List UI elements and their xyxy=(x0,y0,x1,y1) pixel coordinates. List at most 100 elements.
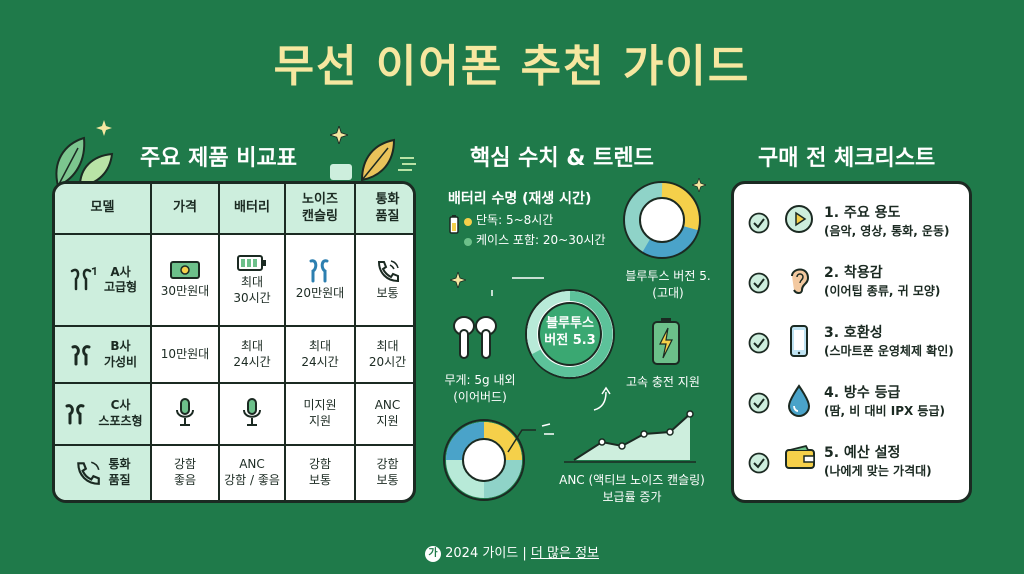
model-label: A사 고급형 xyxy=(103,264,138,295)
checklist-item-title: 2. 착용감 xyxy=(824,265,883,281)
bluetooth-version-small-label: 블루투스 버전 5. (고대) xyxy=(625,269,711,300)
check-circle-icon xyxy=(748,392,770,414)
price-cell: 10만원대 xyxy=(150,325,220,384)
checklist-item-desc: (땀, 비 대비 IPX 등급) xyxy=(824,404,945,418)
sparkle-icon xyxy=(96,120,112,136)
check-circle-icon xyxy=(748,452,770,474)
battery-case-label: 케이스 포함: 20~30시간 xyxy=(476,233,606,247)
model-cell: 통화 품질 xyxy=(55,444,152,500)
bluetooth-version-center-label: 블루투스 버전 5.3 xyxy=(544,316,596,348)
section-title-stats: 핵심 수치 & 트렌드 xyxy=(470,146,654,171)
battery-icon xyxy=(237,255,266,272)
checklist-panel: 1. 주요 용도 (음악, 영상, 통화, 운동) 2. 착용감 (이어팁 종류… xyxy=(731,181,972,503)
anc-adoption-label: ANC (액티브 노이즈 캔슬링) 보급률 증가 xyxy=(559,473,705,504)
connector-line xyxy=(507,423,554,453)
fast-charge-battery-icon xyxy=(652,318,680,365)
table-header-row: 모델 가격 배터리 노이즈 캔슬링 통화 품질 xyxy=(55,184,413,235)
check-circle-icon xyxy=(748,272,770,294)
anc-cell: 강함 보통 xyxy=(284,444,356,500)
price-cell xyxy=(150,381,220,447)
anc-cell: 최대 24시간 xyxy=(284,325,356,384)
money-icon xyxy=(170,260,200,279)
anc-cell: 미지원 지원 xyxy=(284,381,356,447)
battery-single-label: 단독: 5~8시간 xyxy=(476,213,554,227)
sparkle-icon xyxy=(330,126,348,144)
table-header: 노이즈 캔슬링 xyxy=(284,184,356,235)
check-circle-icon xyxy=(748,212,770,234)
sparkle-icon xyxy=(450,272,466,288)
battery-small-icon xyxy=(449,215,459,234)
checklist-item-title: 3. 호환성 xyxy=(824,325,883,341)
battery-cell: 최대 24시간 xyxy=(218,325,286,384)
wallet-icon xyxy=(785,444,815,469)
table-header: 모델 xyxy=(55,184,152,235)
weight-label: 무게: 5g 내외 (이어버드) xyxy=(444,373,516,404)
earbuds-icon xyxy=(65,404,85,425)
checklist-item: 4. 방수 등급 (땀, 비 대비 IPX 등급) xyxy=(744,380,969,438)
checklist-item: 2. 착용감 (이어팁 종류, 귀 모양) xyxy=(744,260,969,318)
bullet-dot-icon xyxy=(464,238,472,246)
model-label: C사 스포츠형 xyxy=(98,398,143,428)
ear-icon xyxy=(791,268,810,294)
microphone-icon xyxy=(176,397,194,426)
battery-life-title: 배터리 수명 (재생 시간) xyxy=(448,191,592,207)
more-info-link[interactable]: 더 많은 정보 xyxy=(530,546,599,561)
checklist-item-title: 1. 주요 용도 xyxy=(824,205,901,221)
footer-text: 2024 가이드 xyxy=(445,546,519,561)
table-header: 배터리 xyxy=(218,184,286,235)
call-cell: 최대 20시간 xyxy=(354,325,413,384)
battery-cell xyxy=(218,381,286,447)
checklist-item-title: 4. 방수 등급 xyxy=(824,385,901,401)
table-row: C사 스포츠형 미지원 지원 ANC 지원 xyxy=(55,381,413,447)
model-label: B사 가성비 xyxy=(103,338,138,369)
anc-adoption-donut xyxy=(443,419,525,501)
call-cell: ANC 지원 xyxy=(354,381,413,447)
table-header: 가격 xyxy=(150,184,220,235)
price-cell: 30만원대 xyxy=(150,232,220,328)
bluetooth-share-donut xyxy=(623,181,701,259)
checklist-item-desc: (이어팁 종류, 귀 모양) xyxy=(824,284,941,298)
comparison-table: 모델 가격 배터리 노이즈 캔슬링 통화 품질 A사 고급형 xyxy=(52,181,416,503)
water-drop-icon xyxy=(787,384,811,418)
bullet-dot-icon xyxy=(464,218,472,226)
phone-icon xyxy=(790,325,808,357)
battery-cell: ANC 강함 / 좋음 xyxy=(218,444,286,500)
leaf-decoration-left-icon xyxy=(55,136,114,188)
checklist-item: 3. 호환성 (스마트폰 운영체제 확인) xyxy=(744,320,969,378)
anc-trend-area-chart xyxy=(564,410,696,463)
footer-separator: | xyxy=(522,546,527,561)
microphone-icon xyxy=(243,397,261,426)
phone-call-icon xyxy=(77,461,101,485)
model-label: 통화 품질 xyxy=(108,457,131,488)
earbuds-icon xyxy=(453,316,497,359)
battery-cell: 최대 30시간 xyxy=(218,232,286,328)
model-cell: A사 고급형 xyxy=(55,232,152,328)
checklist-item-desc: (음악, 영상, 통화, 운동) xyxy=(824,224,950,238)
earbuds-icon xyxy=(309,259,329,283)
play-icon xyxy=(785,205,813,233)
sparkle-icon xyxy=(692,178,706,192)
table-row: 통화 품질 강함 좋음 ANC 강함 / 좋음 강함 보통 강함 보통 xyxy=(55,444,413,500)
price-cell: 강함 좋음 xyxy=(150,444,220,500)
footer: 가 2024 가이드 | 더 많은 정보 xyxy=(0,542,1024,562)
phone-call-icon xyxy=(377,260,399,282)
page-title: 무선 이어폰 추천 가이드 xyxy=(273,41,751,92)
fast-charge-label: 고속 충전 지원 xyxy=(626,375,700,389)
checklist-item: 5. 예산 설정 (나에게 맞는 가격대) xyxy=(744,440,969,498)
checklist-item-title: 5. 예산 설정 xyxy=(824,445,901,461)
call-cell: 보통 xyxy=(354,232,413,328)
checklist-item-desc: (스마트폰 운영체제 확인) xyxy=(824,344,954,358)
section-title-compare: 주요 제품 비교표 xyxy=(140,146,297,171)
leaf-decoration-right-icon xyxy=(330,138,416,182)
table-header: 통화 품질 xyxy=(354,184,413,235)
checklist-item: 1. 주요 용도 (음악, 영상, 통화, 운동) xyxy=(744,200,969,258)
anc-cell: 20만원대 xyxy=(284,232,356,328)
check-circle-icon xyxy=(748,332,770,354)
table-row: B사 가성비 10만원대 최대 24시간 최대 24시간 최대 20시간 xyxy=(55,325,413,384)
footer-logo: 가 xyxy=(425,545,441,562)
divider-line xyxy=(491,277,544,296)
earbuds-icon xyxy=(71,344,91,366)
bluetooth-version-donut xyxy=(525,289,615,379)
earbuds-icon xyxy=(70,267,96,291)
checklist-item-desc: (나에게 맞는 가격대) xyxy=(824,464,932,478)
